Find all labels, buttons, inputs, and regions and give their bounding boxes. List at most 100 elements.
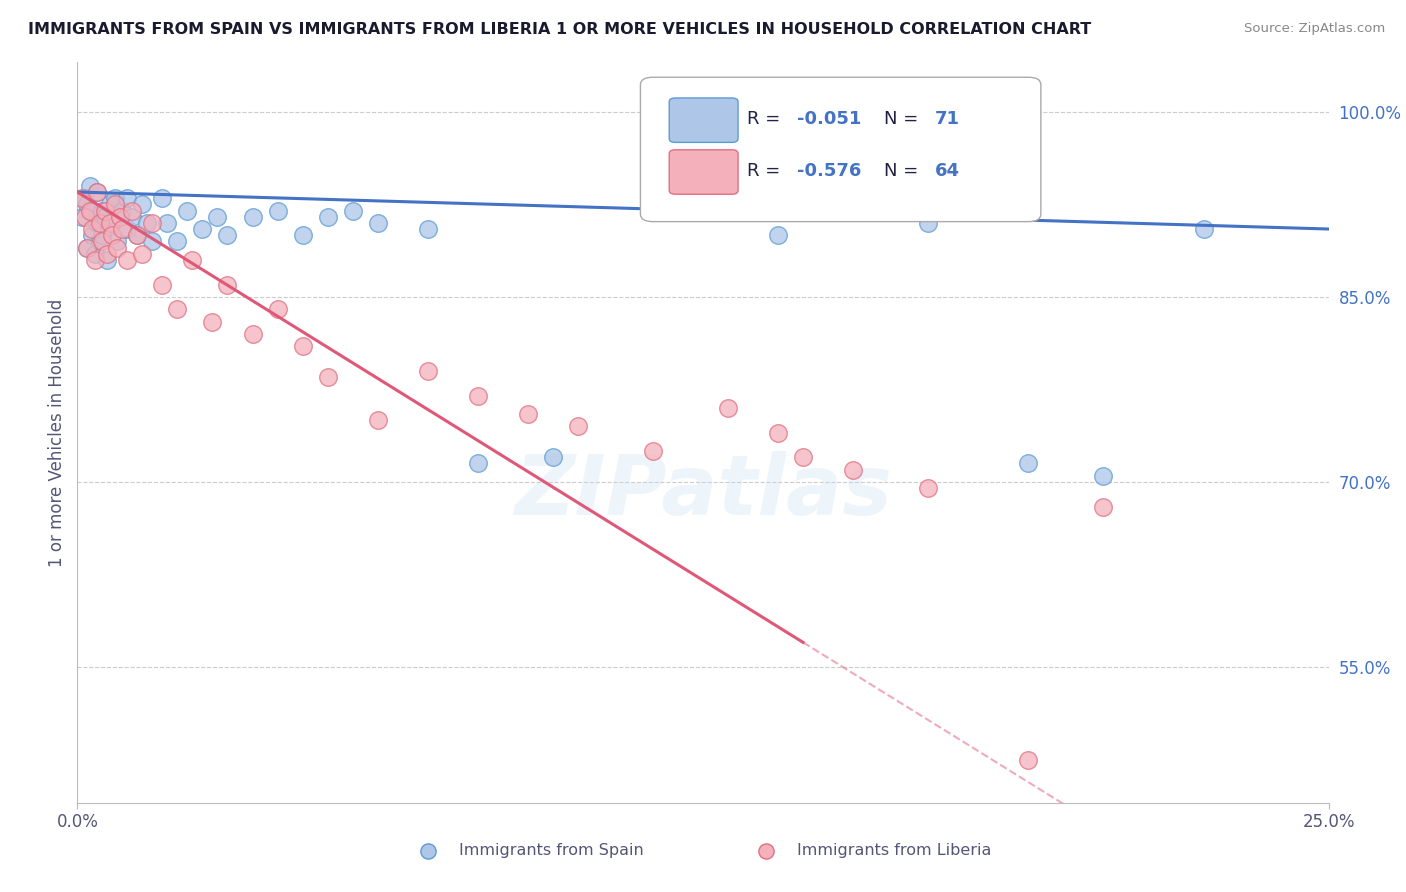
Text: ZIPatlas: ZIPatlas — [515, 451, 891, 533]
FancyBboxPatch shape — [669, 98, 738, 143]
Text: 64: 64 — [935, 162, 959, 180]
Point — [291, 339, 314, 353]
Point — [76, 240, 98, 255]
Point — [516, 407, 538, 421]
Point — [467, 388, 489, 402]
Point — [416, 364, 439, 378]
Point — [111, 222, 134, 236]
Point — [72, 210, 94, 224]
Point — [104, 197, 127, 211]
Point — [121, 203, 143, 218]
Text: R =: R = — [747, 162, 786, 180]
Point — [131, 197, 153, 211]
Point — [156, 216, 179, 230]
Point — [82, 203, 104, 218]
Point — [817, 203, 839, 218]
Point — [367, 216, 389, 230]
Point — [766, 228, 789, 243]
Point — [291, 228, 314, 243]
Point — [266, 203, 288, 218]
Point — [105, 240, 128, 255]
Point — [117, 191, 139, 205]
Text: -0.051: -0.051 — [797, 111, 862, 128]
Point — [111, 203, 134, 218]
Point — [82, 228, 104, 243]
Point — [117, 252, 139, 267]
Point — [82, 222, 104, 236]
Point — [1017, 457, 1039, 471]
Text: 71: 71 — [935, 111, 959, 128]
Point — [91, 235, 114, 249]
Point — [108, 210, 131, 224]
Point — [416, 222, 439, 236]
Point — [1192, 222, 1215, 236]
Point — [266, 302, 288, 317]
Point — [917, 481, 939, 495]
Point — [181, 252, 204, 267]
Text: Immigrants from Spain: Immigrants from Spain — [458, 844, 644, 858]
Point — [117, 222, 139, 236]
Point — [94, 203, 117, 218]
Point — [104, 191, 127, 205]
Point — [131, 246, 153, 260]
Point — [766, 425, 789, 440]
Point — [105, 235, 128, 249]
Point — [1017, 753, 1039, 767]
Point — [96, 246, 118, 260]
Point — [176, 203, 198, 218]
Text: Source: ZipAtlas.com: Source: ZipAtlas.com — [1244, 22, 1385, 36]
Point — [86, 185, 108, 199]
Point — [76, 240, 98, 255]
Point — [98, 197, 121, 211]
Point — [567, 419, 589, 434]
Point — [242, 326, 264, 341]
Point — [91, 228, 114, 243]
Point — [152, 277, 174, 292]
Point — [166, 302, 188, 317]
FancyBboxPatch shape — [641, 78, 1040, 221]
Point — [98, 216, 121, 230]
FancyBboxPatch shape — [669, 150, 738, 194]
Point — [91, 203, 114, 218]
Point — [166, 235, 188, 249]
Point — [86, 216, 108, 230]
Point — [89, 235, 111, 249]
Text: Immigrants from Liberia: Immigrants from Liberia — [797, 844, 991, 858]
Point — [467, 457, 489, 471]
Point — [76, 197, 98, 211]
Point — [1092, 500, 1115, 514]
Point — [717, 401, 740, 415]
Text: N =: N = — [884, 111, 924, 128]
Point — [101, 228, 124, 243]
Point — [342, 203, 364, 218]
Point — [641, 203, 664, 218]
Point — [127, 228, 149, 243]
Point — [86, 185, 108, 199]
Point — [1092, 468, 1115, 483]
Point — [191, 222, 214, 236]
Point — [367, 413, 389, 427]
Point — [101, 216, 124, 230]
Text: -0.576: -0.576 — [797, 162, 862, 180]
Point — [792, 450, 814, 465]
Point — [541, 450, 564, 465]
Point — [917, 216, 939, 230]
Point — [141, 235, 163, 249]
Point — [79, 203, 101, 218]
Point — [83, 252, 105, 267]
Point — [136, 216, 159, 230]
Text: IMMIGRANTS FROM SPAIN VS IMMIGRANTS FROM LIBERIA 1 OR MORE VEHICLES IN HOUSEHOLD: IMMIGRANTS FROM SPAIN VS IMMIGRANTS FROM… — [28, 22, 1091, 37]
Point — [79, 178, 101, 193]
Y-axis label: 1 or more Vehicles in Household: 1 or more Vehicles in Household — [48, 299, 66, 566]
Point — [72, 191, 94, 205]
Point — [152, 191, 174, 205]
Point — [207, 210, 229, 224]
Point — [217, 277, 239, 292]
Point — [641, 444, 664, 458]
Text: N =: N = — [884, 162, 924, 180]
Point — [141, 216, 163, 230]
Point — [316, 210, 339, 224]
Point — [316, 370, 339, 384]
Point — [842, 462, 865, 476]
Point — [73, 191, 96, 205]
